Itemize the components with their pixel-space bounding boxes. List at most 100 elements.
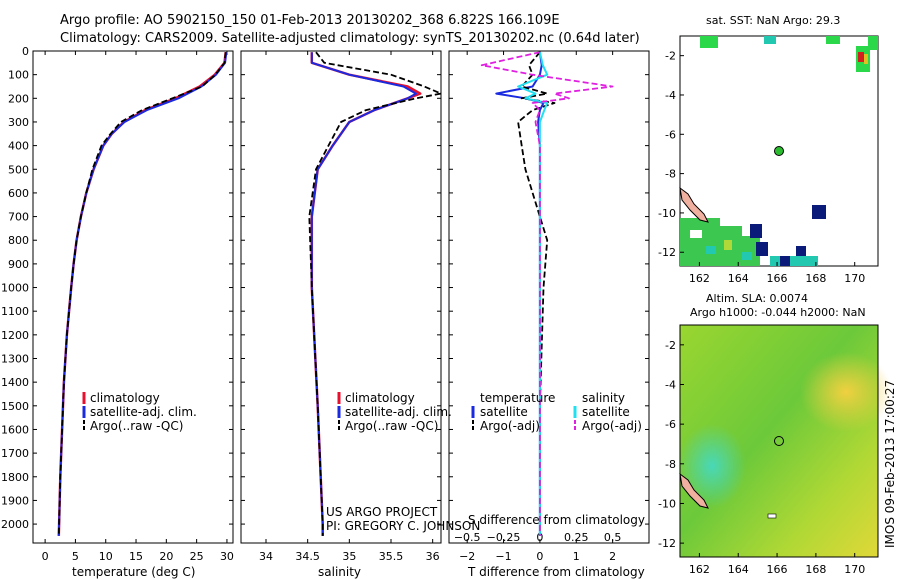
sst-cell [724, 240, 732, 250]
argo-float-marker [774, 436, 784, 446]
sst-map: 162 164 166 168 170 -2 -4 -6 -8 -10 -12 [658, 35, 879, 285]
y-tick-label: 1300 [1, 353, 29, 366]
y-tick-label: 1500 [1, 400, 29, 413]
difference-xlabel-s: S difference from climatology [468, 513, 645, 527]
land-island [679, 186, 709, 223]
x-tick-label: 0 [42, 550, 49, 563]
map-x-tick-label: 170 [844, 272, 865, 285]
sst-cell [858, 52, 864, 62]
x-tick-label: 0 [536, 550, 543, 563]
map-y-tick-label: -12 [658, 537, 676, 550]
y-tick-label: 1900 [1, 494, 29, 507]
s-tick-label: −0.5 [454, 531, 481, 544]
s-tick-label: 0.25 [564, 531, 589, 544]
difference-panel: −2 −1 0 1 2 −0.5 −0.25 0 0.25 0.5 [448, 50, 650, 563]
map-y-tick-label: -6 [665, 128, 676, 141]
map-x-tick-label: 162 [689, 563, 710, 576]
sst-cell [826, 36, 840, 44]
y-tick-label: 1700 [1, 447, 29, 460]
y-tick-label: 1600 [1, 423, 29, 436]
figure-title-line2: Climatology: CARS2009. Satellite-adjuste… [60, 31, 640, 46]
map-x-tick-label: 170 [844, 563, 865, 576]
sla-low-anomaly [678, 424, 746, 508]
x-tick-label: 1 [573, 550, 580, 563]
sst-cell [864, 54, 868, 64]
legend-label-argo: Argo(..raw -QC) [345, 419, 438, 433]
legend-label-climatology: climatology [90, 391, 160, 405]
y-tick-label: 600 [8, 187, 29, 200]
temperature-panel: 0100200300400500600700800900100011001200… [1, 45, 234, 563]
sst-cell [764, 36, 776, 44]
x-tick-label: −2 [459, 550, 475, 563]
salinity-legend: climatology satellite-adj. clim. Argo(..… [337, 391, 452, 433]
legend-label-t-argo: Argo(-adj) [480, 419, 540, 433]
sla-map-frame [679, 324, 879, 558]
series-line-argo-raw-qc- [57, 52, 227, 536]
sst-cell [700, 36, 718, 48]
x-tick-label: 25 [190, 550, 204, 563]
axes-frame [240, 50, 442, 544]
x-tick-label: 5 [72, 550, 79, 563]
x-tick-label: 30 [220, 550, 234, 563]
axes-frame [448, 50, 650, 544]
series-line-salinity-satellite [517, 51, 549, 536]
y-tick-label: 300 [8, 116, 29, 129]
y-tick-label: 500 [8, 163, 29, 176]
legend-label-s-satellite: satellite [582, 405, 630, 419]
map-x-tick-label: 162 [689, 272, 710, 285]
map-y-tick-label: -4 [665, 89, 676, 102]
y-tick-label: 1800 [1, 471, 29, 484]
x-tick-label: 10 [99, 550, 113, 563]
legend-label-s-argo: Argo(-adj) [582, 419, 642, 433]
x-tick-label: 34.5 [295, 550, 320, 563]
y-tick-label: 800 [8, 234, 29, 247]
y-tick-label: 1100 [1, 305, 29, 318]
argo-float-marker [774, 146, 784, 156]
sla-high-anomaly [800, 352, 892, 432]
x-tick-label: 35.5 [379, 550, 404, 563]
sst-cell [770, 256, 818, 266]
legend-header-salinity: salinity [582, 391, 625, 405]
sst-cell [756, 242, 768, 256]
map-x-tick-label: 166 [767, 272, 788, 285]
sst-cell [780, 256, 790, 266]
x-tick-label: 15 [129, 550, 143, 563]
s-tick-label: −0.25 [487, 531, 521, 544]
sst-cell [812, 205, 826, 219]
map-y-tick-label: -2 [665, 339, 676, 352]
x-tick-label: 35 [342, 550, 356, 563]
map-y-tick-label: -10 [658, 207, 676, 220]
sst-cell [750, 224, 762, 238]
x-tick-label: 36 [426, 550, 440, 563]
y-tick-label: 400 [8, 140, 29, 153]
salinity-xlabel: salinity [318, 565, 361, 579]
legend-label-climatology: climatology [345, 391, 415, 405]
difference-xlabel-t: T difference from climatology [467, 565, 645, 579]
x-tick-label: −1 [495, 550, 511, 563]
figure-title-line1: Argo profile: AO 5902150_150 01-Feb-2013… [60, 13, 560, 28]
salinity-panel: 34 34.5 35 35.5 36 [240, 50, 442, 563]
land-island [679, 472, 709, 509]
y-tick-label: 1200 [1, 329, 29, 342]
s-tick-label: 0.5 [604, 531, 622, 544]
series-line-satellite-adj-clim- [57, 52, 228, 536]
map-y-tick-label: -12 [658, 246, 676, 259]
sst-cell [796, 246, 806, 256]
legend-label-argo: Argo(..raw -QC) [90, 419, 183, 433]
x-tick-label: 20 [159, 550, 173, 563]
x-tick-label: 34 [259, 550, 273, 563]
legend-header-temperature: temperature [480, 391, 555, 405]
map-x-tick-label: 168 [805, 563, 826, 576]
map-y-tick-label: -8 [665, 458, 676, 471]
y-tick-label: 1000 [1, 282, 29, 295]
map-x-tick-label: 164 [728, 563, 749, 576]
map-y-tick-label: -8 [665, 168, 676, 181]
map-x-tick-label: 166 [767, 563, 788, 576]
x-tick-label: 2 [609, 550, 616, 563]
legend-label-satellite: satellite-adj. clim. [90, 405, 197, 419]
y-tick-label: 700 [8, 211, 29, 224]
legend-label-t-satellite: satellite [480, 405, 528, 419]
y-tick-label: 1400 [1, 376, 29, 389]
y-tick-label: 900 [8, 258, 29, 271]
